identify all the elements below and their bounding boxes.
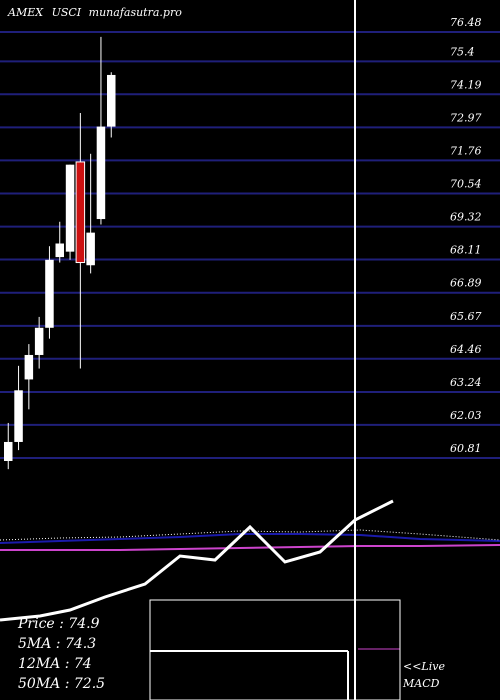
candle-down [75,161,86,264]
y-tick-label: 71.76 [450,144,482,157]
y-tick-label: 65.67 [450,310,482,323]
exchange-label: AMEX [7,6,44,19]
macd-box [149,599,401,700]
site-label: munafasutra.pro [89,6,183,19]
y-tick-label: 70.54 [450,177,482,190]
candle-up [55,243,64,258]
symbol-label: USCI [52,6,82,19]
candle-up [96,126,106,220]
candle-up [86,232,95,266]
y-tick-label: 60.81 [450,442,482,455]
candle-up [24,354,34,380]
candle-up [65,164,75,252]
y-tick-label: 62.03 [450,409,482,422]
ma-magenta-line [0,544,500,551]
candle-up [45,259,54,328]
price-trend-line [0,499,394,622]
macd-label: MACD [402,677,440,690]
y-tick-label: 66.89 [450,277,482,290]
candle-up [34,327,44,355]
ma-dotted-line [0,529,500,541]
y-tick-labels: 76.48 75.4 74.19 72.97 71.76 70.54 69.32 68.11 6… [450,16,482,455]
y-tick-label: 72.97 [450,111,482,124]
y-tick-label: 75.4 [450,45,475,58]
legend-ma50: 50MA : 72.5 [18,676,105,692]
legend-price: Price : 74.9 [17,616,100,632]
y-tick-label: 64.46 [450,343,482,356]
gridlines [0,31,500,459]
ma-blue-line [0,533,500,544]
legend-ma5: 5MA : 74.3 [18,636,96,652]
y-tick-label: 63.24 [450,376,482,389]
indicators [0,499,500,700]
candle-up [107,74,116,127]
y-tick-label: 69.32 [450,211,482,224]
candle-up [14,390,23,442]
macd-live-label: <<Live [403,660,445,673]
chart-title: AMEX USCI munafasutra.pro [7,6,182,19]
y-tick-label: 74.19 [450,78,482,91]
y-tick-label: 76.48 [450,16,482,29]
candle-up [4,441,13,461]
y-tick-label: 68.11 [450,244,482,257]
candles [4,36,116,470]
legend-ma12: 12MA : 74 [18,656,92,672]
